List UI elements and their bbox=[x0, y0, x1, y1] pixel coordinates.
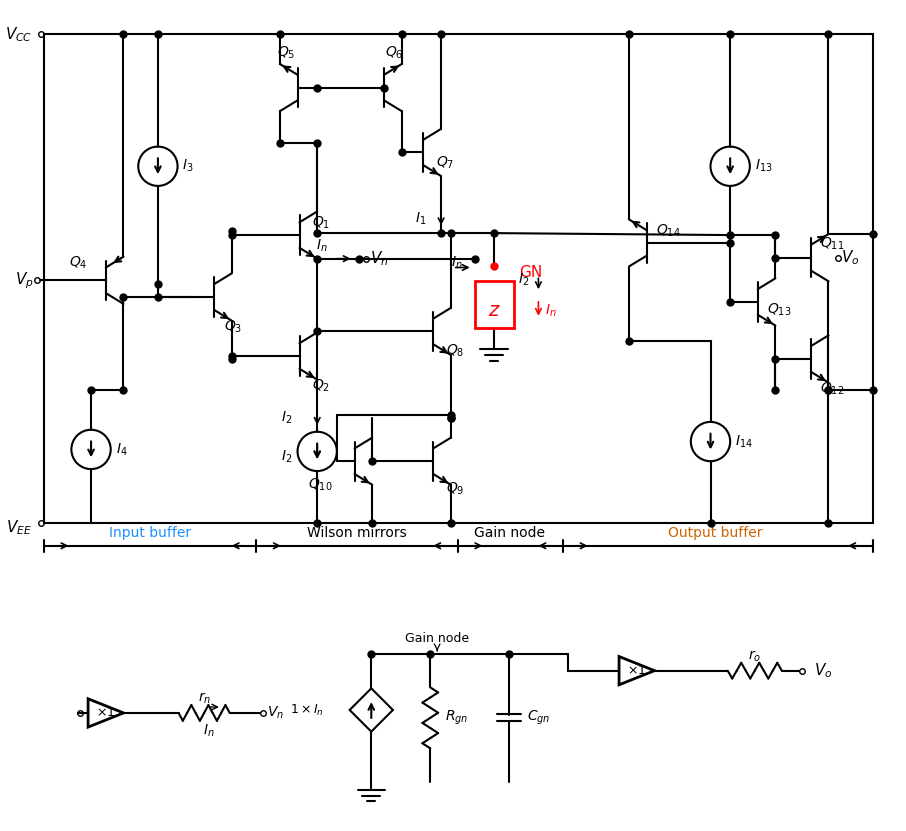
Text: $R_{gn}$: $R_{gn}$ bbox=[445, 709, 468, 727]
FancyBboxPatch shape bbox=[475, 281, 514, 328]
Text: $r_o$: $r_o$ bbox=[748, 648, 761, 664]
Text: $I_n$: $I_n$ bbox=[451, 254, 463, 271]
Text: $I_n$: $I_n$ bbox=[545, 302, 557, 319]
Text: $Q_9$: $Q_9$ bbox=[446, 480, 464, 497]
Text: $Q_1$: $Q_1$ bbox=[312, 215, 330, 232]
Text: $Q_7$: $Q_7$ bbox=[436, 154, 454, 170]
Text: $V_n$: $V_n$ bbox=[370, 249, 389, 268]
Text: $Q_8$: $Q_8$ bbox=[446, 343, 464, 359]
Text: $r_n$: $r_n$ bbox=[198, 691, 211, 706]
Text: $Q_{12}$: $Q_{12}$ bbox=[820, 381, 844, 396]
Text: $I_2$: $I_2$ bbox=[518, 271, 529, 288]
Text: $Q_{14}$: $Q_{14}$ bbox=[656, 223, 680, 239]
Text: $Q_3$: $Q_3$ bbox=[225, 318, 243, 335]
Text: $I_n$: $I_n$ bbox=[203, 722, 215, 739]
Text: $I_2$: $I_2$ bbox=[281, 448, 293, 465]
Text: $I_n$: $I_n$ bbox=[316, 238, 328, 254]
Text: $I_{14}$: $I_{14}$ bbox=[735, 433, 753, 450]
Text: $Q_6$: $Q_6$ bbox=[385, 45, 403, 61]
Text: $V_p$: $V_p$ bbox=[15, 270, 34, 291]
Text: Output buffer: Output buffer bbox=[668, 526, 763, 540]
Text: $I_2$: $I_2$ bbox=[281, 410, 293, 426]
Text: $I_3$: $I_3$ bbox=[182, 158, 194, 175]
Text: Gain node: Gain node bbox=[475, 526, 545, 540]
Text: Input buffer: Input buffer bbox=[109, 526, 191, 540]
Text: $I_{13}$: $I_{13}$ bbox=[755, 158, 773, 175]
Text: $Q_2$: $Q_2$ bbox=[312, 377, 330, 394]
Text: $I_4$: $I_4$ bbox=[116, 441, 127, 458]
Text: $z$: $z$ bbox=[487, 302, 500, 320]
Text: $Q_{10}$: $Q_{10}$ bbox=[308, 477, 333, 493]
Text: GN: GN bbox=[519, 265, 542, 280]
Text: $V_{CC}$: $V_{CC}$ bbox=[5, 25, 32, 44]
Text: $V_{EE}$: $V_{EE}$ bbox=[6, 519, 32, 538]
Text: $\times$1: $\times$1 bbox=[627, 664, 646, 677]
Text: $I_1$: $I_1$ bbox=[415, 210, 427, 227]
Text: $V_o$: $V_o$ bbox=[814, 661, 833, 680]
Text: $Q_5$: $Q_5$ bbox=[276, 45, 295, 61]
Text: $1\times I_n$: $1\times I_n$ bbox=[290, 702, 324, 717]
Text: $V_n$: $V_n$ bbox=[267, 705, 284, 721]
Text: $Q_4$: $Q_4$ bbox=[69, 254, 88, 271]
Text: $C_{gn}$: $C_{gn}$ bbox=[526, 709, 550, 727]
Text: Gain node: Gain node bbox=[405, 632, 469, 645]
Text: $\times$1: $\times$1 bbox=[96, 706, 115, 720]
Text: $V_o$: $V_o$ bbox=[841, 248, 860, 267]
Text: $Q_{13}$: $Q_{13}$ bbox=[767, 302, 792, 318]
Text: $Q_{11}$: $Q_{11}$ bbox=[820, 236, 844, 252]
Text: Wilson mirrors: Wilson mirrors bbox=[306, 526, 407, 540]
